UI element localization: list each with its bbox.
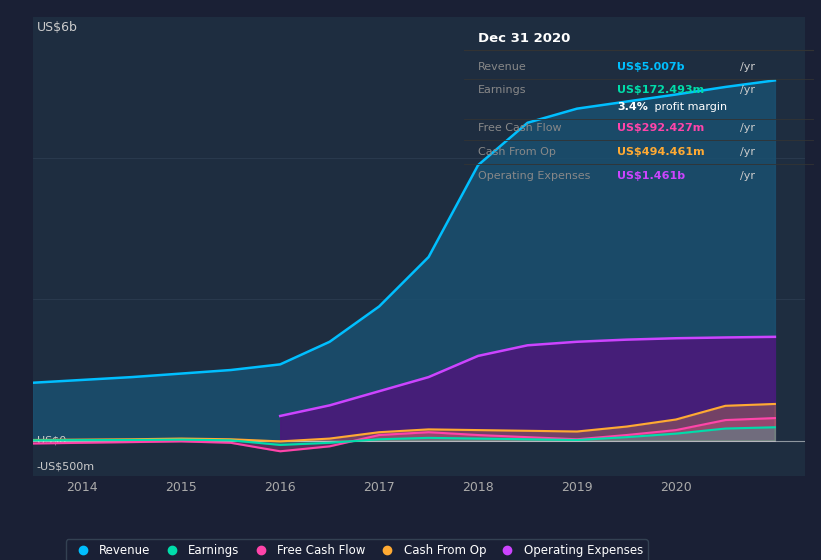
Text: Operating Expenses: Operating Expenses xyxy=(478,171,590,181)
Text: /yr: /yr xyxy=(740,147,754,157)
Text: Earnings: Earnings xyxy=(478,86,526,96)
Legend: Revenue, Earnings, Free Cash Flow, Cash From Op, Operating Expenses: Revenue, Earnings, Free Cash Flow, Cash … xyxy=(66,539,648,560)
Text: Revenue: Revenue xyxy=(478,62,526,72)
Text: /yr: /yr xyxy=(740,123,754,133)
Text: /yr: /yr xyxy=(740,171,754,181)
Text: 3.4%: 3.4% xyxy=(617,102,649,111)
Text: Free Cash Flow: Free Cash Flow xyxy=(478,123,562,133)
Text: US$5.007b: US$5.007b xyxy=(617,62,685,72)
Text: US$6b: US$6b xyxy=(37,21,77,34)
Text: Cash From Op: Cash From Op xyxy=(478,147,556,157)
Text: Dec 31 2020: Dec 31 2020 xyxy=(478,31,571,45)
Text: US$494.461m: US$494.461m xyxy=(617,147,705,157)
Text: US$0: US$0 xyxy=(37,436,66,446)
Text: US$172.493m: US$172.493m xyxy=(617,86,704,96)
Text: US$292.427m: US$292.427m xyxy=(617,123,704,133)
Text: profit margin: profit margin xyxy=(650,102,727,111)
Text: /yr: /yr xyxy=(740,86,754,96)
Text: US$1.461b: US$1.461b xyxy=(617,171,686,181)
Text: /yr: /yr xyxy=(740,62,754,72)
Text: -US$500m: -US$500m xyxy=(37,461,94,472)
